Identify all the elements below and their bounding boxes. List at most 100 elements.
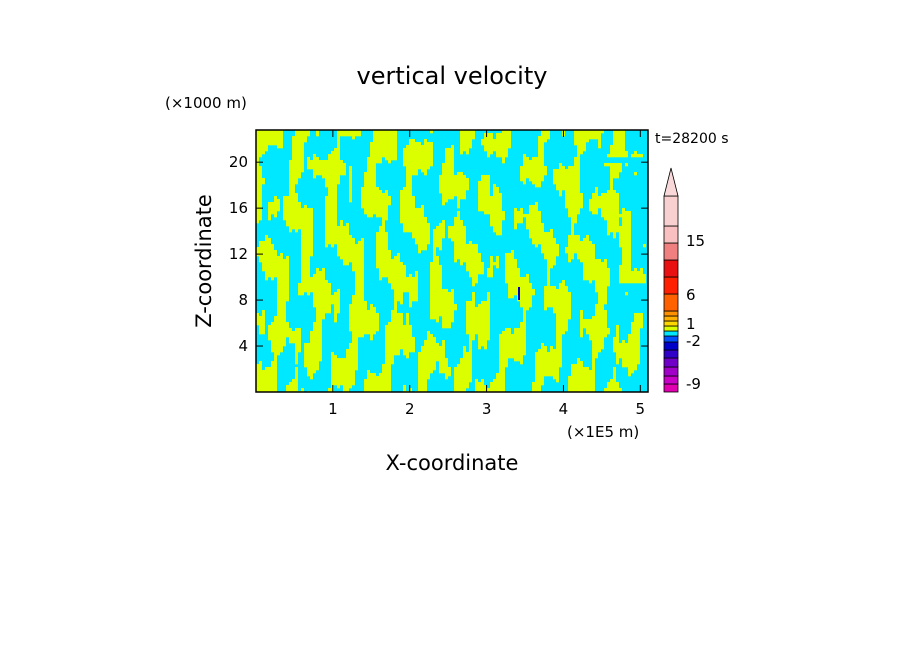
field-cell [622,253,631,257]
field-cell [613,133,625,137]
field-cell [439,181,469,185]
field-cell [544,256,556,260]
field-cell [535,370,559,374]
field-cell [256,148,268,152]
field-cell [301,271,310,275]
field-cell [400,205,415,209]
field-cell [394,298,403,302]
field-cell [553,376,559,380]
field-cell [568,208,580,212]
field-cell [592,349,601,353]
field-cell [475,388,505,392]
field-cell [274,319,286,323]
field-cell [598,139,601,143]
field-cell [541,346,547,350]
field-cell [292,157,304,161]
field-cell [631,325,643,329]
field-cell [442,319,454,323]
field-cell [268,328,292,332]
colorbar-segment [663,325,679,332]
field-cell [328,154,340,158]
field-cell [256,181,265,185]
field-cell [373,136,397,140]
field-cell [580,322,607,326]
field-cell [328,187,337,191]
field-cell [469,274,478,278]
field-cell [595,313,607,317]
field-cell [295,352,298,356]
field-cell [409,142,421,146]
field-cell [256,154,262,158]
field-cell [499,358,508,362]
field-cell [370,307,376,311]
field-cell [430,316,439,320]
field-cell [394,307,397,311]
field-cell [418,370,433,374]
field-cell [631,322,643,326]
field-cell [304,358,322,362]
field-cell [619,244,631,248]
field-cell [325,241,355,245]
field-cell [592,361,595,365]
field-cell [352,340,358,344]
field-cell [331,358,358,362]
field-cell [391,319,403,323]
field-cell [316,130,319,134]
field-cell [535,352,562,356]
field-cell [301,229,313,233]
field-cell [337,136,340,140]
field-cell [256,202,262,206]
field-cell [370,334,373,338]
field-cell [565,250,595,254]
field-cell [289,382,298,386]
field-cell [547,268,550,272]
field-cell [418,247,427,251]
field-cell [454,385,469,389]
field-cell [364,178,376,182]
field-cell [271,346,283,350]
field-cell [409,139,415,143]
field-cell [499,340,526,344]
field-cell [340,223,343,227]
y-tick-label: 20 [229,153,248,171]
field-cell [442,202,445,206]
field-cell [550,346,553,350]
field-cell [532,238,556,242]
field-cell [283,199,298,203]
field-cell [487,295,490,299]
field-cell [349,190,352,194]
field-cell [613,139,625,143]
field-cell [577,256,595,260]
field-cell [565,190,580,194]
field-cell [313,292,331,296]
field-cell [334,316,337,320]
x-tick-label: 2 [405,400,415,418]
field-cell [445,157,454,161]
field-cell [418,244,427,248]
field-cell [565,205,583,209]
field-cell [256,175,262,179]
field-cell [493,187,499,191]
field-cell [277,295,289,299]
field-cell [547,283,550,287]
field-cell [418,250,421,254]
field-cell [490,382,505,386]
field-cell [259,361,262,365]
field-cell [460,139,472,143]
field-cell [514,220,523,224]
field-cell [325,181,340,185]
field-cell [400,208,424,212]
field-cell [286,385,298,389]
field-cell [505,277,529,281]
field-cell [553,178,580,182]
colorbar-segment [663,293,679,312]
field-cell [430,286,442,290]
field-cell [289,187,295,191]
field-cell [292,136,307,140]
field-cell [295,355,298,359]
field-cell [406,169,418,173]
field-cell [628,334,640,338]
field-cell [442,196,454,200]
field-cell [289,226,313,230]
field-cell [331,361,358,365]
